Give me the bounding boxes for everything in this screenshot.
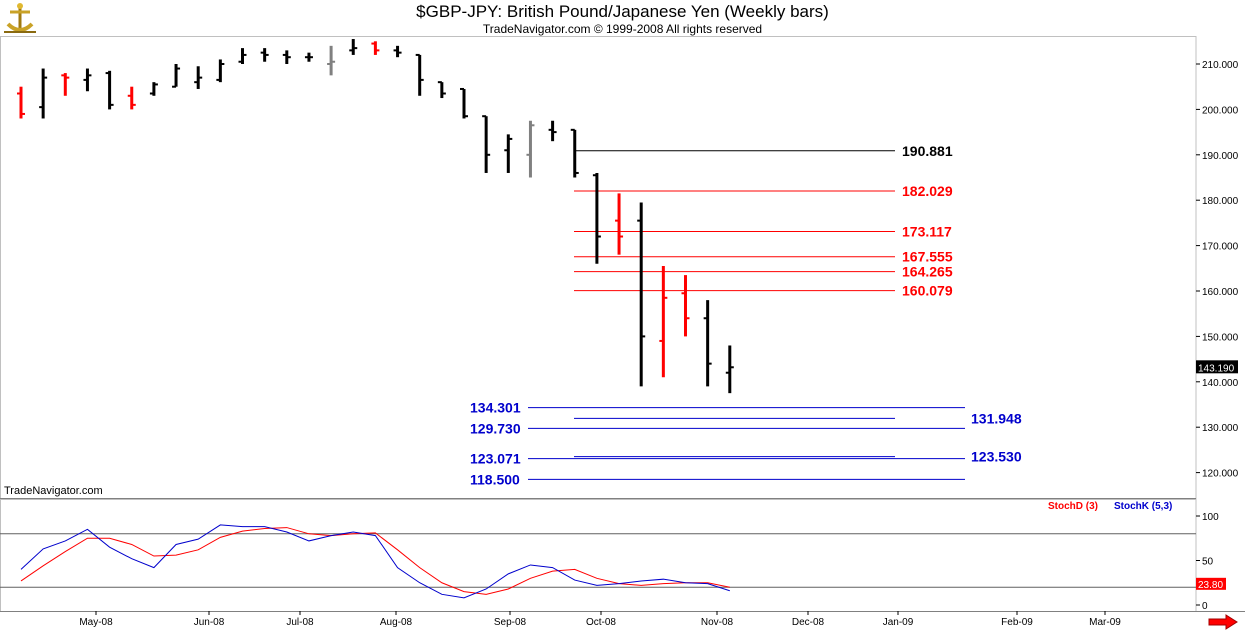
level-label-182.029: 182.029 — [902, 183, 953, 199]
level-label-129.730: 129.730 — [470, 420, 521, 436]
ohlc-bar — [460, 87, 468, 119]
tradenavigator-logo — [4, 3, 36, 33]
x-tick-label: Nov-08 — [701, 617, 734, 628]
x-tick-label: Dec-08 — [792, 617, 825, 628]
ohlc-bar — [482, 115, 491, 173]
ohlc-bar — [349, 39, 358, 55]
price-y-tick-label: 190.000 — [1202, 151, 1239, 162]
x-tick-label: Mar-09 — [1089, 617, 1121, 628]
ohlc-bar — [415, 53, 424, 96]
osc-y-tick-label: 50 — [1202, 557, 1214, 568]
ohlc-bar — [615, 193, 624, 255]
price-y-tick-label: 210.000 — [1202, 60, 1239, 71]
ohlc-bar — [570, 128, 579, 178]
ohlc-bar — [149, 82, 158, 96]
osc-y-tick-label: 100 — [1202, 512, 1219, 523]
ohlc-bar — [238, 48, 247, 64]
price-y-tick-label: 130.000 — [1202, 423, 1239, 434]
last-price-box — [1196, 360, 1238, 374]
ohlc-bar — [172, 64, 181, 88]
ohlc-bar — [260, 48, 269, 62]
price-y-tick-label: 200.000 — [1202, 105, 1239, 116]
osc-y-tick-label: 0 — [1202, 601, 1208, 612]
osc-last-value-box — [1196, 577, 1226, 590]
level-label-190.881: 190.881 — [902, 143, 953, 159]
ohlc-bar — [61, 73, 70, 96]
ohlc-bar — [304, 52, 313, 62]
price-y-tick-label: 120.000 — [1202, 469, 1239, 480]
ohlc-bar — [393, 45, 402, 58]
price-y-tick-label: 140.000 — [1202, 378, 1239, 389]
osc-legend-stochd: StochD (3) — [1048, 501, 1098, 512]
x-tick-label: Jul-08 — [286, 617, 314, 628]
level-label-123.071: 123.071 — [470, 451, 521, 467]
oscillator-panel-frame — [0, 499, 1197, 612]
ohlc-bar — [327, 45, 336, 76]
price-y-tick-label: 150.000 — [1202, 332, 1239, 343]
x-tick-label: Aug-08 — [380, 617, 413, 628]
ohlc-bar — [83, 68, 92, 92]
osc-last-value-label: 23.80 — [1198, 580, 1223, 591]
price-y-tick-label: 180.000 — [1202, 196, 1239, 207]
ohlc-bar — [659, 266, 668, 378]
level-label-123.530: 123.530 — [971, 449, 1022, 465]
ohlc-bar — [681, 275, 690, 337]
x-tick-label: Feb-09 — [1001, 617, 1033, 628]
ohlc-bar — [371, 41, 380, 55]
chart-title: $GBP-JPY: British Pound/Japanese Yen (We… — [416, 2, 829, 21]
ohlc-bar — [194, 66, 203, 89]
x-tick-label: Sep-08 — [494, 617, 527, 628]
ohlc-bar — [105, 70, 114, 110]
level-label-173.117: 173.117 — [902, 223, 952, 239]
x-tick-label: Jun-08 — [194, 617, 225, 628]
price-y-tick-label: 160.000 — [1202, 287, 1239, 298]
ohlc-bar — [127, 86, 136, 110]
ohlc-bar — [437, 81, 446, 99]
ohlc-bar — [703, 300, 712, 387]
level-label-160.079: 160.079 — [902, 283, 953, 299]
level-label-134.301: 134.301 — [470, 400, 521, 416]
osc-series-line-stochd — [20, 527, 730, 595]
ohlc-bar — [548, 120, 557, 142]
last-price-label: 143.190 — [1198, 363, 1235, 374]
chart-subtitle: TradeNavigator.com © 1999-2008 All right… — [482, 22, 763, 36]
ohlc-bar — [504, 134, 513, 173]
ohlc-bar — [526, 120, 535, 178]
price-panel-frame — [0, 36, 1197, 499]
ohlc-bar — [216, 59, 225, 83]
osc-series-line-stochk — [20, 524, 730, 599]
watermark: TradeNavigator.com — [4, 485, 103, 497]
level-label-131.948: 131.948 — [971, 410, 1022, 426]
level-label-164.265: 164.265 — [902, 264, 953, 280]
price-y-tick-label: 170.000 — [1202, 242, 1239, 253]
scroll-right-arrow-icon[interactable] — [1208, 614, 1238, 630]
ohlc-bar — [282, 50, 291, 64]
ohlc-bar — [39, 68, 48, 119]
x-tick-label: Oct-08 — [586, 617, 616, 628]
ohlc-bar — [592, 172, 601, 264]
x-tick-label: May-08 — [79, 617, 113, 628]
x-tick-label: Jan-09 — [883, 617, 914, 628]
ohlc-bar — [17, 86, 25, 119]
osc-legend-stochk: StochK (5,3) — [1114, 501, 1172, 512]
level-label-167.555: 167.555 — [902, 249, 953, 265]
level-label-118.500: 118.500 — [470, 471, 520, 487]
ohlc-bar — [725, 345, 734, 394]
ohlc-bar — [637, 202, 646, 387]
